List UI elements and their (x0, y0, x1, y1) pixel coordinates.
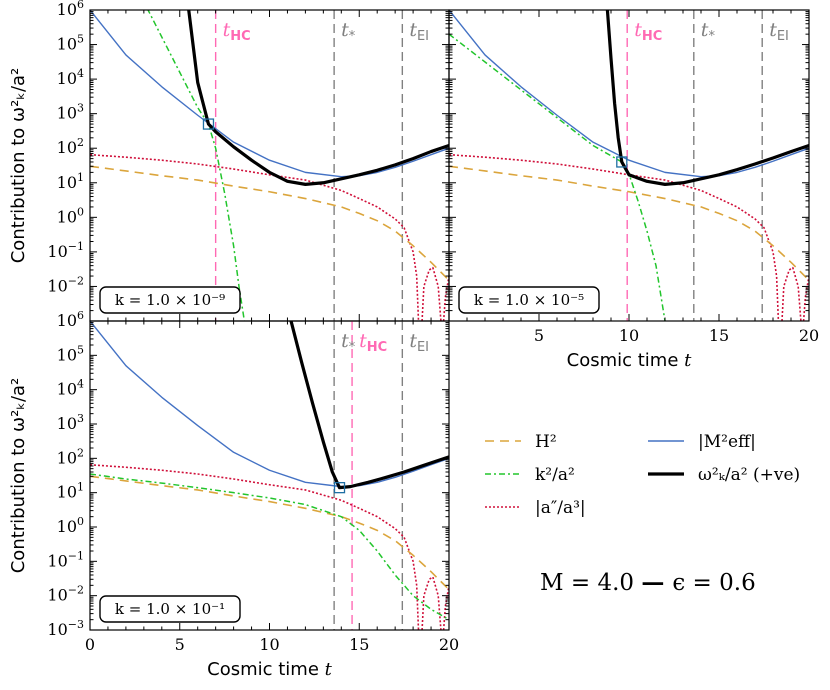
series-m-eff (90, 10, 449, 178)
k-label-box (99, 286, 241, 314)
ytick-label: 104 (57, 67, 84, 88)
legend-label-k_line: k²/a² (535, 465, 575, 485)
ytick-label: 10−1 (47, 549, 84, 570)
series-a-term (449, 153, 780, 321)
legend-label-omega_line: ω²ₖ/a² (+ve) (698, 465, 800, 485)
k-label-text: k = 1.0 × 10⁻⁵ (474, 291, 584, 309)
k-label-box (458, 286, 600, 314)
ytick-label: 105 (57, 33, 84, 54)
series-k (90, 473, 449, 621)
ytick-label: 106 (57, 309, 84, 330)
ytick-label: 105 (57, 343, 84, 364)
series-h2 (90, 475, 449, 591)
ytick-label: 10−2 (47, 274, 84, 295)
panels: tHC t* tEI10−210−1100101102103104105106Con… (8, 0, 819, 680)
xtick-label: 0 (85, 635, 95, 654)
ytick-label: 100 (57, 515, 84, 536)
series-h2 (90, 165, 449, 281)
xtick-label: 5 (534, 326, 544, 345)
vline-label-t_EI: tEI (409, 330, 429, 355)
y-axis-label: Contribution to ω²ₖ/a² (8, 378, 29, 574)
vline-label-t_EI: tEI (769, 19, 789, 44)
series-a-term-tail2 (442, 275, 449, 321)
series-k (449, 33, 666, 321)
series-m-eff (449, 10, 809, 178)
ytick-label: 101 (57, 481, 84, 502)
vline-label-t_HC: tHC (359, 330, 387, 355)
plot-area (449, 10, 809, 321)
k-label-text: k = 1.0 × 10⁻¹ (115, 600, 225, 618)
legend-label-M_eff: |M²eff| (698, 432, 756, 452)
xtick-label: 20 (799, 326, 819, 345)
ytick-label: 10−1 (47, 240, 84, 261)
legend: H² |M²eff| k²/a² ω²ₖ/a² (+ve) |a″/a³| (485, 432, 800, 518)
xtick-label: 5 (175, 635, 185, 654)
panel-top-right: tHC t* tEI 5 10 15 20 Cosmic time t k = 1.0 × 10… (448, 9, 819, 371)
ytick-label: 104 (57, 378, 84, 399)
legend-label-a_term: |a″/a³| (535, 498, 586, 518)
series-omega (187, 10, 449, 186)
y-axis-label: Contribution to ω²ₖ/a² (8, 68, 29, 264)
x-axis-label: Cosmic time t (207, 659, 333, 680)
params-text: M = 4.0 — ϵ = 0.6 (540, 569, 756, 596)
ytick-label: 103 (57, 102, 84, 123)
vline-label-t_*: t* (341, 330, 356, 355)
plot-area (90, 321, 449, 630)
vline-label-t_*: t* (701, 19, 716, 44)
k-label-box (99, 595, 241, 623)
xtick-label: 20 (439, 635, 459, 654)
series-a-term-tail (421, 266, 442, 321)
ytick-label: 10−2 (47, 584, 84, 605)
ytick-label: 100 (57, 205, 84, 226)
panel-top-left: tHC t* tEI 10−2 10−1 100 101 102 103 104 105 106 Con… (8, 0, 450, 322)
xtick-label: 10 (259, 635, 279, 654)
series-h2 (449, 165, 809, 281)
ytick-label: 106 (57, 0, 84, 19)
crossing-marker (202, 118, 215, 130)
xtick-label: 15 (709, 326, 729, 345)
ytick-label: 102 (57, 446, 84, 467)
vline-label-t_EI: tEI (409, 19, 429, 44)
series-m-eff (90, 321, 449, 488)
vline-label-t_HC: tHC (634, 19, 662, 44)
series-k (147, 10, 246, 321)
crossing-marker (333, 481, 346, 494)
series-omega (289, 321, 449, 490)
vline-label-t_*: t* (341, 19, 356, 44)
ytick-label: 103 (57, 412, 84, 433)
series-a-term-tail (781, 266, 802, 321)
series-omega (605, 10, 809, 186)
x-axis-label: Cosmic time t (567, 350, 693, 371)
ytick-label: 101 (57, 171, 84, 192)
series-a-term-tail2 (802, 275, 809, 321)
params-annotation: M = 4.0 — ϵ = 0.6 (540, 569, 756, 596)
series-a-term-tail (421, 576, 442, 630)
legend-label-H2: H² (535, 432, 557, 452)
series-a-term-tail2 (442, 585, 449, 630)
panel-bottom-left: t* tHC tEI10−310−210−110010110210310410510… (8, 309, 459, 680)
plot-area (90, 10, 449, 321)
ytick-label: 102 (57, 136, 84, 157)
ytick-label: 10−3 (47, 618, 84, 639)
k-label-text: k = 1.0 × 10⁻⁹ (115, 291, 225, 309)
vline-label-t_HC: tHC (223, 19, 251, 44)
xtick-label: 15 (349, 635, 369, 654)
crossing-marker (616, 156, 628, 168)
xtick-label: 10 (619, 326, 639, 345)
